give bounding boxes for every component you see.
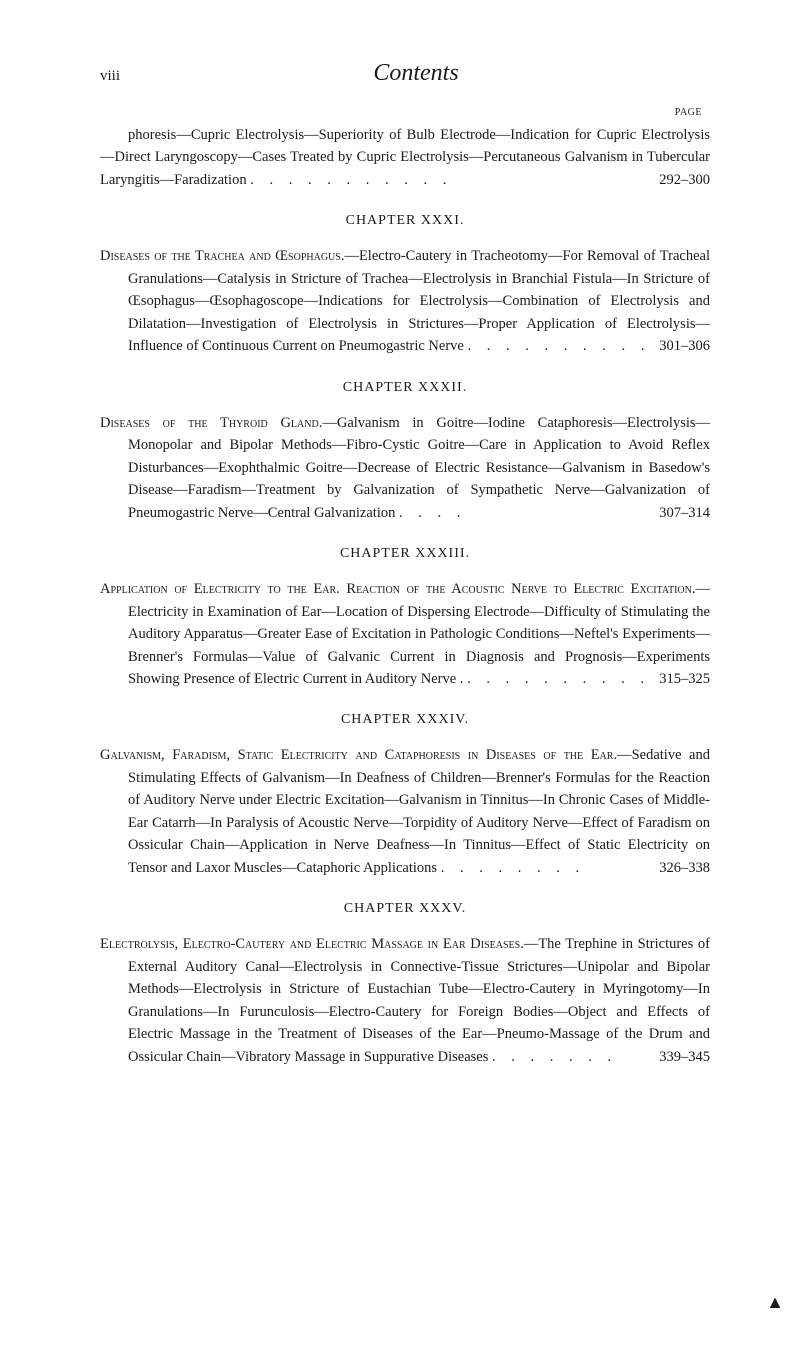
toc-entry: phoresis—Cupric Electrolysis—Superiority… bbox=[100, 124, 710, 191]
entry-text: Application of Electricity to the Ear. R… bbox=[100, 578, 710, 690]
toc-entry: Application of Electricity to the Ear. R… bbox=[100, 578, 710, 690]
page-header: viii Contents bbox=[100, 60, 710, 87]
chapter-heading: CHAPTER XXXIII. bbox=[100, 546, 710, 562]
chapter-heading: CHAPTER XXXIV. bbox=[100, 712, 710, 728]
page-range: 339–345 bbox=[687, 1046, 710, 1068]
page-range: 292–300 bbox=[631, 169, 710, 191]
chapter-heading: CHAPTER XXXV. bbox=[100, 901, 710, 917]
page-range: 315–325 bbox=[687, 668, 710, 690]
entry-text: Galvanism, Faradism, Static Electricity … bbox=[100, 744, 710, 879]
chapter-heading: CHAPTER XXXI. bbox=[100, 213, 710, 229]
entry-text: phoresis—Cupric Electrolysis—Superiority… bbox=[100, 124, 710, 191]
contents-title: Contents bbox=[122, 60, 710, 87]
page-range: 326–338 bbox=[687, 857, 710, 879]
toc-entry: Galvanism, Faradism, Static Electricity … bbox=[100, 744, 710, 879]
toc-entry: Diseases of the Trachea and Œsophagus.—E… bbox=[100, 245, 710, 357]
page-label: PAGE bbox=[100, 107, 702, 118]
page-range: 301–306 bbox=[687, 335, 710, 357]
chapter-heading: CHAPTER XXXII. bbox=[100, 380, 710, 396]
entry-text: Diseases of the Trachea and Œsophagus.—E… bbox=[100, 245, 710, 357]
toc-entry: Electrolysis, Electro-Cautery and Electr… bbox=[100, 933, 710, 1068]
entry-text: Diseases of the Thyroid Gland.—Galvanism… bbox=[100, 412, 710, 524]
bullet-marker: ▲ bbox=[766, 1292, 784, 1313]
entry-text: Electrolysis, Electro-Cautery and Electr… bbox=[100, 933, 710, 1068]
toc-entry: Diseases of the Thyroid Gland.—Galvanism… bbox=[100, 412, 710, 524]
page-range: 307–314 bbox=[687, 502, 710, 524]
